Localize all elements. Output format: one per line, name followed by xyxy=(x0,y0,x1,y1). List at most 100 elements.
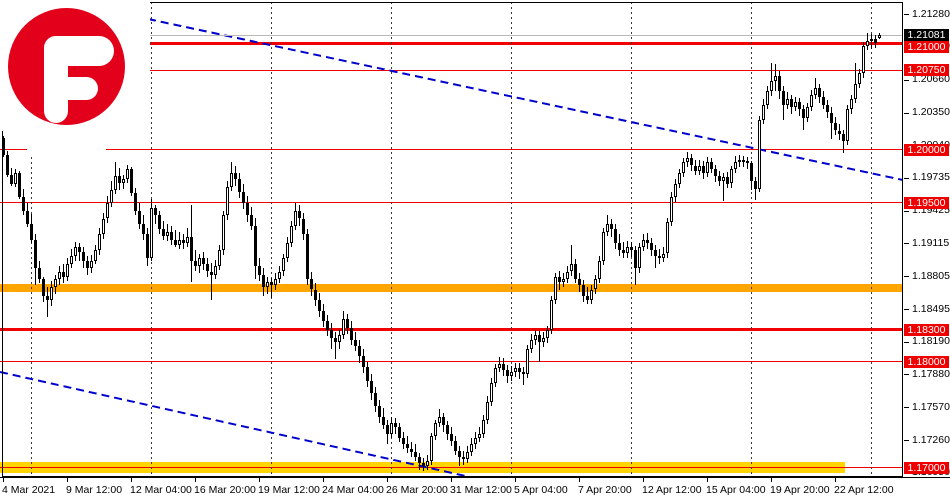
candle-bull xyxy=(662,253,665,258)
candle-bull xyxy=(510,372,513,377)
candle-bear xyxy=(750,163,753,182)
candle-bull xyxy=(106,202,109,219)
candle-bull xyxy=(570,264,573,272)
candle-bull xyxy=(438,416,441,424)
candle-bear xyxy=(78,247,81,253)
candle-wick xyxy=(211,263,212,301)
candle-bull xyxy=(730,168,733,184)
price-tick xyxy=(904,79,909,81)
price-level-line xyxy=(0,69,903,71)
candle-bull xyxy=(814,88,817,95)
candle-bull xyxy=(482,419,485,434)
price-level-line xyxy=(0,149,903,151)
candle-bear xyxy=(246,202,249,216)
candle-bull xyxy=(94,250,97,261)
candle-bull xyxy=(186,236,189,243)
candle-bear xyxy=(874,39,877,43)
candle-bear xyxy=(702,165,705,173)
candle-bear xyxy=(754,181,757,189)
candle-bear xyxy=(422,463,425,467)
candle-bull xyxy=(550,300,553,330)
price-axis[interactable]: 1.212801.209701.206601.203501.200401.197… xyxy=(903,0,950,478)
price-tick xyxy=(904,309,909,311)
candle-bull xyxy=(698,165,701,171)
price-tick xyxy=(904,276,909,278)
candle-bear xyxy=(130,168,133,194)
candle-bull xyxy=(282,257,285,272)
candle-bull xyxy=(218,250,221,267)
candle-bear xyxy=(402,437,405,445)
candle-bull xyxy=(626,247,629,254)
time-tick xyxy=(3,478,4,482)
candle-bull xyxy=(642,239,645,248)
price-level-badge: 1.18000 xyxy=(904,355,949,368)
price-level-line xyxy=(0,467,903,469)
candle-bull xyxy=(770,80,773,92)
candle-bear xyxy=(22,197,25,212)
candle-bear xyxy=(134,193,137,212)
candle-bull xyxy=(766,91,769,106)
candle-bull xyxy=(14,173,17,184)
price-tick-label: 1.18190 xyxy=(912,335,950,347)
candle-bear xyxy=(818,88,821,97)
candle-bear xyxy=(370,380,373,394)
time-tick-label: 19 Apr 20:00 xyxy=(770,484,830,496)
time-tick-label: 15 Apr 04:00 xyxy=(706,484,766,496)
candle-bull xyxy=(494,368,497,383)
candle-bear xyxy=(366,366,369,381)
candle-bull xyxy=(390,423,393,434)
candle-bear xyxy=(254,225,257,267)
price-level-badge: 1.19500 xyxy=(904,196,949,209)
price-tick-label: 1.17880 xyxy=(912,367,950,380)
time-tick xyxy=(323,478,324,482)
candle-bull xyxy=(102,218,105,235)
candle-bear xyxy=(782,91,785,106)
candle-bull xyxy=(66,264,69,277)
candle-bear xyxy=(190,236,193,261)
candle-bear xyxy=(518,368,521,373)
candle-bear xyxy=(830,112,833,124)
candle-bull xyxy=(430,435,433,462)
candle-bear xyxy=(538,335,541,343)
candle-bull xyxy=(474,437,477,445)
price-tick xyxy=(904,341,909,343)
candle-bear xyxy=(394,423,397,428)
candle-bear xyxy=(250,215,253,226)
candle-bear xyxy=(574,264,577,279)
candle-bull xyxy=(110,189,113,203)
candle-bear xyxy=(718,176,721,182)
price-tick-label: 1.18805 xyxy=(912,269,950,282)
candle-bear xyxy=(154,207,157,216)
candle-bull xyxy=(794,101,797,108)
candle-bear xyxy=(826,105,829,113)
candle-wick xyxy=(755,177,756,201)
candle-bear xyxy=(646,239,649,243)
candle-bull xyxy=(602,232,605,261)
candle-bear xyxy=(194,260,197,267)
candle-bear xyxy=(746,161,749,164)
candle-wick xyxy=(771,62,772,96)
price-tick-label: 1.19115 xyxy=(912,236,950,249)
period-separator xyxy=(271,2,272,477)
price-tick xyxy=(904,440,909,441)
candle-bear xyxy=(610,223,613,230)
candle-bear xyxy=(558,276,561,283)
candle-bear xyxy=(310,278,313,290)
candle-bear xyxy=(358,345,361,357)
candle-bull xyxy=(590,289,593,301)
candle-bear xyxy=(86,260,89,269)
candle-bear xyxy=(634,250,637,269)
candle-bear xyxy=(174,239,177,245)
time-axis[interactable]: 4 Mar 2021 9 Mar 12:00 12 Mar 04:00 16 Mar … xyxy=(0,477,950,501)
candle-bear xyxy=(742,160,745,163)
period-separator xyxy=(631,2,632,477)
chart-plot-area[interactable] xyxy=(0,0,903,477)
logo-background-patch xyxy=(27,131,106,157)
candle-bull xyxy=(58,271,61,279)
candle-bull xyxy=(678,173,681,184)
candle-bull xyxy=(526,348,529,375)
price-tick-label: 1.20350 xyxy=(912,106,950,118)
candle-bull xyxy=(470,444,473,452)
candle-bear xyxy=(410,448,413,452)
candle-bull xyxy=(150,207,153,258)
